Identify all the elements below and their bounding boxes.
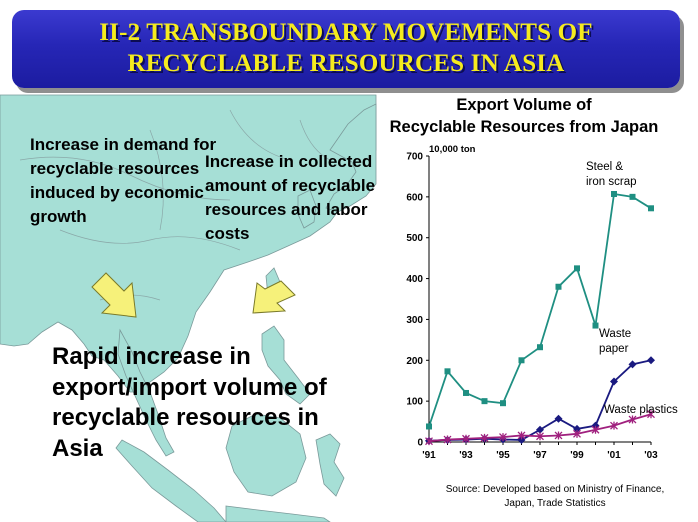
data-point — [443, 435, 452, 444]
y-tick-label: 300 — [406, 315, 423, 326]
label-steel-iron-scrap: Steel & — [586, 161, 623, 173]
title-banner: II-2 TRANSBOUNDARY MOVEMENTS OF RECYCLAB… — [12, 10, 680, 88]
data-point — [463, 389, 469, 396]
borneo — [225, 413, 307, 497]
label-waste-paper: paper — [599, 343, 629, 355]
data-point — [629, 193, 636, 200]
series-waste-plastics — [425, 410, 655, 446]
data-point — [426, 423, 432, 430]
x-tick-label: '93 — [459, 450, 473, 461]
korea — [297, 189, 317, 229]
data-point — [500, 400, 506, 407]
x-tick-label: '99 — [570, 450, 584, 461]
data-point — [611, 190, 617, 197]
label-waste-paper: Waste — [599, 328, 631, 340]
supply-note: Increase in collected amount of recyclab… — [205, 152, 376, 243]
java — [225, 505, 331, 522]
series-labels: Steel & iron scrap Waste paper Waste plastic… — [586, 161, 678, 416]
label-waste-plastics: Waste plastics — [604, 404, 678, 416]
data-point — [554, 431, 563, 440]
data-point — [554, 414, 563, 423]
source-line-1: Source: Developed based on Ministry of F… — [446, 484, 664, 495]
x-tick-label: '01 — [607, 450, 621, 461]
data-point — [592, 322, 599, 329]
data-point — [610, 421, 618, 430]
y-axis: 0 100 200 300 400 500 600 700 — [406, 152, 430, 449]
data-point — [444, 368, 451, 375]
data-point — [628, 415, 637, 424]
series-line — [428, 192, 652, 427]
data-point — [573, 429, 581, 438]
y-tick-label: 500 — [406, 233, 423, 244]
japan — [325, 103, 377, 213]
arrow-right-icon — [252, 280, 296, 314]
x-tick-label: '91 — [422, 450, 436, 461]
y-tick-label: 600 — [406, 192, 423, 203]
data-point — [647, 356, 655, 365]
data-point — [518, 357, 525, 364]
data-point — [555, 283, 562, 290]
banner-title-line-2: RECYCLABLE RESOURCES IN ASIA — [127, 50, 565, 77]
export-volume-chart: Export Volume of Recyclable Resources fr… — [390, 96, 678, 509]
data-point — [499, 433, 507, 442]
data-point — [628, 360, 637, 369]
chart-unit-label: 10,000 ton — [429, 144, 476, 155]
data-point — [536, 425, 544, 434]
demand-note: Increase in demand for recyclable resour… — [30, 135, 217, 226]
source-line-2: Japan, Trade Statistics — [504, 498, 605, 509]
x-tick-label: '03 — [644, 450, 658, 461]
data-point — [462, 434, 470, 443]
philippines — [261, 325, 311, 405]
data-point — [480, 433, 489, 442]
mainland-asia — [0, 94, 377, 393]
data-point — [536, 432, 544, 441]
y-tick-label: 100 — [406, 397, 423, 408]
data-point — [537, 344, 543, 351]
sulawesi — [315, 433, 345, 497]
y-tick-label: 0 — [417, 438, 423, 449]
data-point — [591, 425, 600, 434]
sumatra — [115, 439, 227, 522]
data-point — [647, 410, 655, 419]
arrow-left-icon — [91, 272, 137, 318]
series-waste-paper — [425, 356, 655, 445]
label-steel-iron-scrap: iron scrap — [586, 176, 637, 188]
chart-title-line-1: Export Volume of — [456, 96, 592, 114]
series-steel-iron-scrap — [426, 190, 654, 430]
data-point — [574, 265, 580, 272]
x-axis: '91 '93 '95 '97 '99 '01 '03 — [422, 441, 658, 461]
banner-title-line-1: II-2 TRANSBOUNDARY MOVEMENTS OF — [99, 19, 593, 46]
x-tick-label: '97 — [533, 450, 547, 461]
y-tick-label: 700 — [406, 152, 423, 163]
data-point — [610, 377, 618, 386]
result-statement: Rapid increase in export/import volume o… — [52, 343, 327, 462]
data-point — [481, 398, 488, 405]
y-tick-label: 200 — [406, 356, 423, 367]
series-layer — [425, 190, 655, 446]
data-point — [517, 431, 526, 440]
x-tick-label: '95 — [496, 450, 510, 461]
malay-peninsula — [117, 328, 175, 457]
data-point — [648, 205, 654, 212]
data-point — [425, 437, 433, 446]
chart-title-line-2: Recyclable Resources from Japan — [390, 118, 659, 136]
y-tick-label: 400 — [406, 274, 423, 285]
